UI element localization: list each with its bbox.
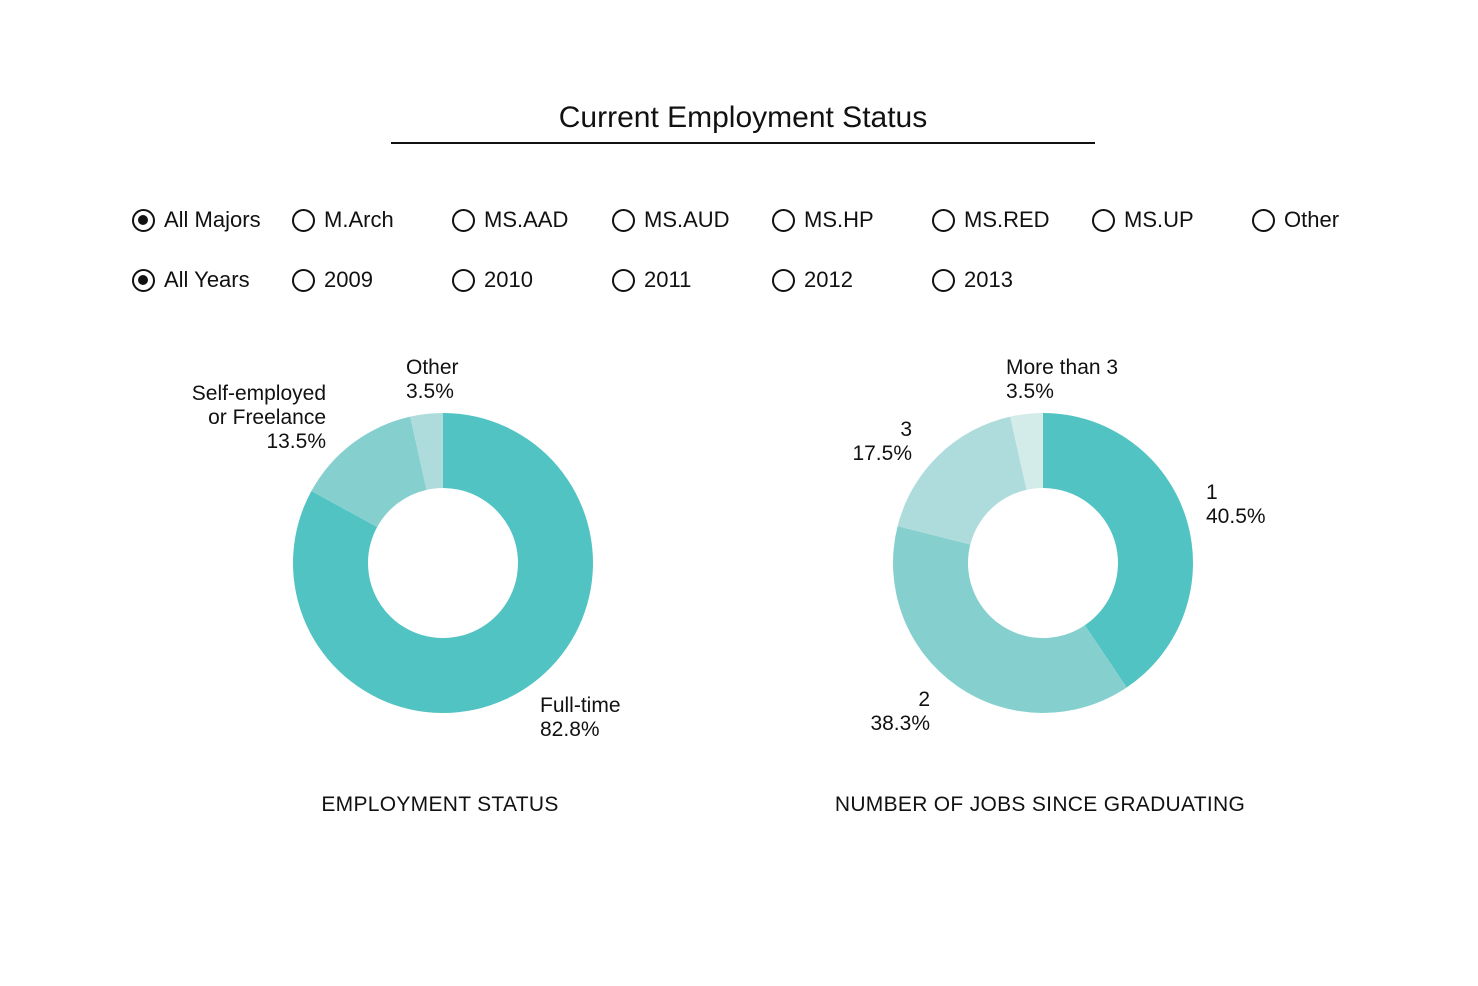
jobs-since-graduating-caption: NUMBER OF JOBS SINCE GRADUATING	[834, 793, 1246, 816]
radio-circle-icon[interactable]	[1252, 208, 1275, 232]
radio-circle-icon[interactable]	[132, 268, 155, 292]
employment-status-chart: Full-time 82.8% Self-employed or Freelance 1…	[192, 356, 621, 741]
donut-slice-3	[897, 416, 1027, 545]
radio-circle-icon[interactable]	[292, 208, 315, 232]
year-radio-2013[interactable]: 2013	[932, 265, 1013, 295]
radio-label: 2011	[644, 267, 692, 292]
radio-circle-icon[interactable]	[612, 268, 635, 292]
major-radio-ms-aad[interactable]: MS.AAD	[452, 205, 568, 235]
radio-circle-icon[interactable]	[772, 208, 795, 232]
radio-circle-icon[interactable]	[132, 208, 155, 232]
year-radio-2009[interactable]: 2009	[292, 265, 373, 295]
major-radio-m-arch[interactable]: M.Arch	[292, 205, 394, 235]
radio-circle-icon[interactable]	[932, 208, 955, 232]
slice-label-full-time: Full-time 82.8%	[540, 694, 621, 741]
year-radio-2012[interactable]: 2012	[772, 265, 853, 295]
radio-label: 2009	[324, 267, 373, 292]
slice-label-3: 3 17.5%	[852, 418, 912, 465]
radio-label: All Years	[164, 267, 250, 292]
donut-slice-more-than-3	[1010, 413, 1043, 490]
radio-label: 2010	[484, 267, 533, 292]
radio-label: MS.AUD	[644, 207, 730, 232]
slice-label-more-than-3: More than 3 3.5%	[1006, 356, 1118, 403]
donut-slice-1	[1043, 413, 1193, 688]
major-radio-ms-up[interactable]: MS.UP	[1092, 205, 1194, 235]
slice-label-2: 2 38.3%	[870, 688, 930, 735]
donut-slice-full-time	[293, 413, 593, 713]
jobs-since-graduating-chart: 1 40.5% 2 38.3% 3 17.5% More than 3 3.5%	[852, 356, 1265, 735]
slice-label-1: 1 40.5%	[1206, 481, 1266, 528]
slice-label-self-employed-or-freelance: Self-employed or Freelance 13.5%	[192, 382, 326, 453]
radio-label: MS.AAD	[484, 207, 569, 232]
radio-label: M.Arch	[324, 207, 394, 232]
major-radio-other[interactable]: Other	[1252, 205, 1339, 235]
radio-circle-icon[interactable]	[772, 268, 795, 292]
donut-slice-2	[893, 526, 1127, 713]
employment-status-caption: EMPLOYMENT STATUS	[321, 793, 559, 816]
radio-label: 2012	[804, 267, 853, 292]
donut-slice-self-employed-or-freelance	[311, 416, 427, 528]
year-radio-2011[interactable]: 2011	[612, 265, 691, 295]
radio-label: MS.HP	[804, 207, 874, 232]
radio-circle-icon[interactable]	[1092, 208, 1115, 232]
radio-label: Other	[1284, 207, 1340, 232]
major-radio-ms-aud[interactable]: MS.AUD	[612, 205, 730, 235]
radio-circle-icon[interactable]	[452, 208, 475, 232]
major-radio-ms-hp[interactable]: MS.HP	[772, 205, 874, 235]
radio-circle-icon[interactable]	[612, 208, 635, 232]
radio-circle-icon[interactable]	[932, 268, 955, 292]
radio-circle-icon[interactable]	[452, 268, 475, 292]
major-radio-ms-red[interactable]: MS.RED	[932, 205, 1050, 235]
radio-label: All Majors	[164, 207, 261, 232]
radio-circle-icon[interactable]	[292, 268, 315, 292]
radio-label: 2013	[964, 267, 1013, 292]
donut-slice-other	[410, 413, 443, 490]
major-radio-all-majors[interactable]: All Majors	[132, 205, 261, 235]
radio-label: MS.RED	[964, 207, 1050, 232]
slice-label-other: Other 3.5%	[406, 356, 459, 403]
year-radio-all-years[interactable]: All Years	[132, 265, 250, 295]
page-title: Current Employment Status	[391, 96, 1095, 144]
year-radio-2010[interactable]: 2010	[452, 265, 533, 295]
radio-label: MS.UP	[1124, 207, 1194, 232]
